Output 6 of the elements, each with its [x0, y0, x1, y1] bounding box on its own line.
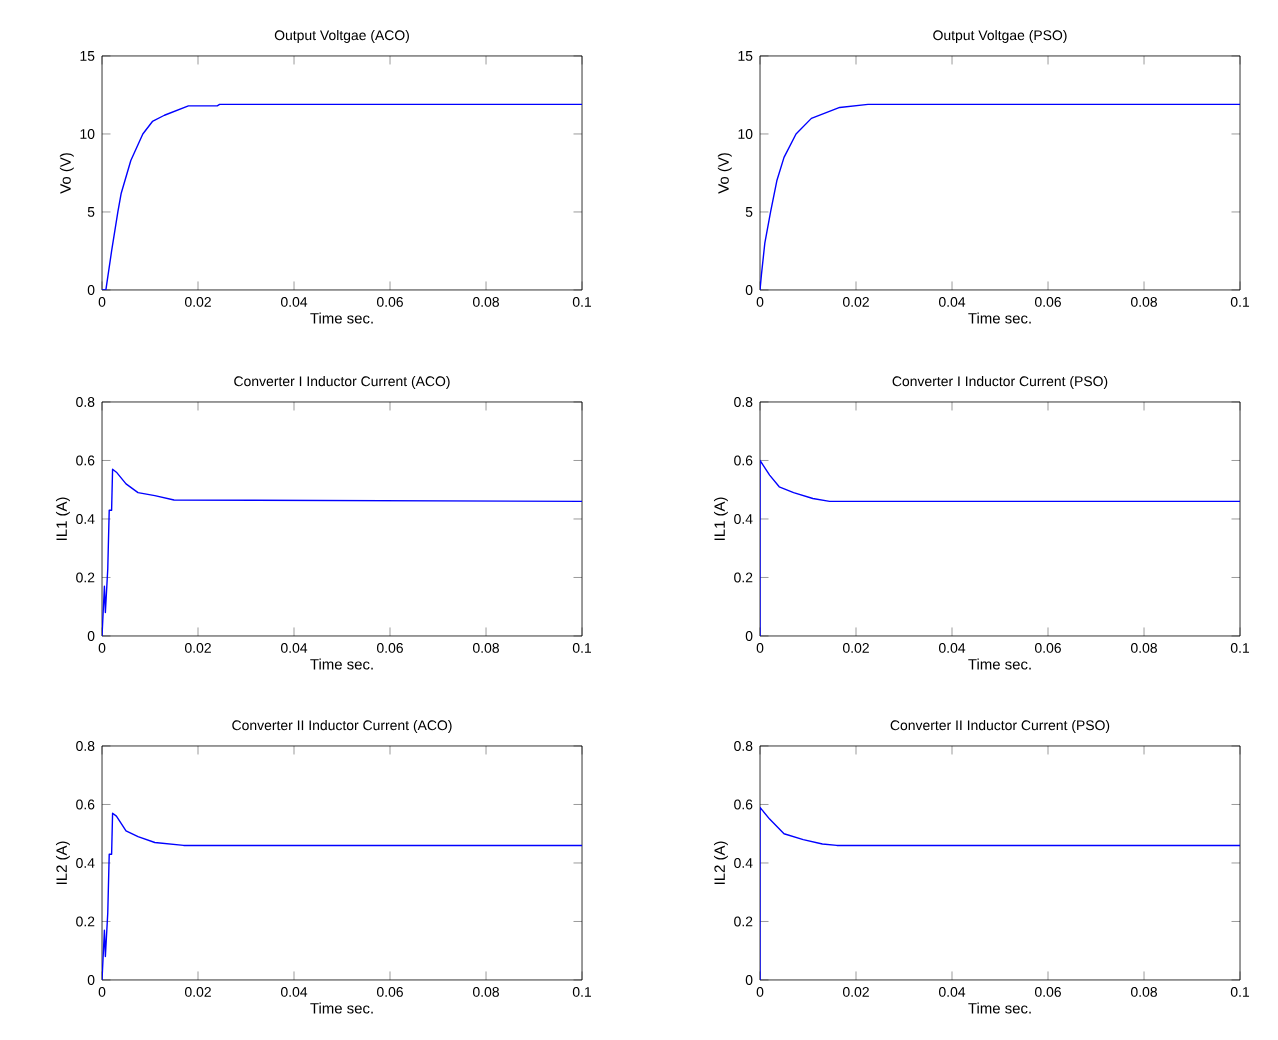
line-series [760, 103, 1241, 290]
line-series [760, 806, 1241, 980]
line-series [102, 468, 583, 636]
line-series [102, 812, 583, 980]
line-series [760, 459, 1241, 636]
line-series [102, 103, 583, 290]
